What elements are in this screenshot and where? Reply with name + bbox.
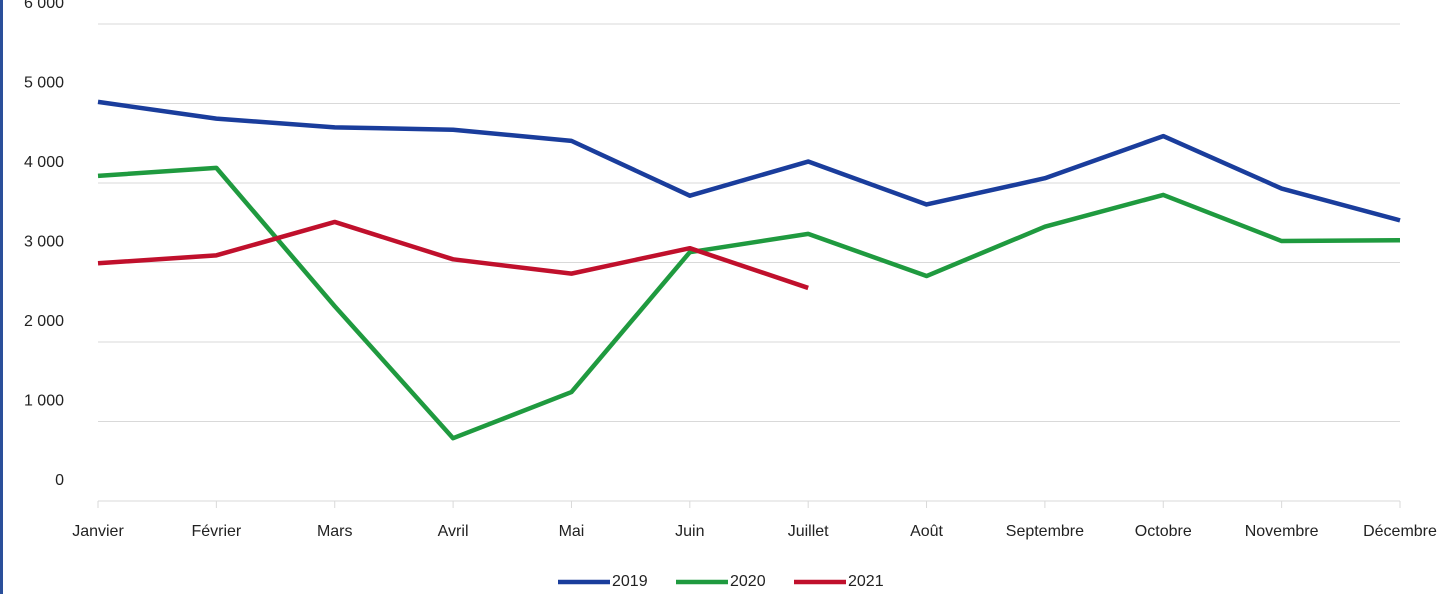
x-tick-label: Janvier — [72, 523, 124, 540]
y-tick-label: 3 000 — [24, 234, 64, 251]
x-tick-label: Novembre — [1245, 523, 1319, 540]
line-series — [97, 219, 809, 291]
y-tick-label: 0 — [55, 472, 64, 489]
legend-label: 2020 — [730, 573, 766, 590]
x-tick-label: Septembre — [1006, 523, 1084, 540]
x-tick-label: Février — [191, 523, 241, 540]
x-tick-label: Avril — [438, 523, 469, 540]
legend-label: 2021 — [848, 573, 884, 590]
y-tick-label: 2 000 — [24, 313, 64, 330]
line-series — [97, 99, 1401, 223]
x-tick-label: Août — [910, 523, 943, 540]
x-tick-label: Mars — [317, 523, 353, 540]
x-tick-label: Juillet — [788, 523, 829, 540]
line-series — [97, 165, 1401, 441]
x-tick-label: Octobre — [1135, 523, 1192, 540]
y-tick-label: 6 000 — [24, 0, 64, 12]
y-tick-label: 5 000 — [24, 75, 64, 92]
y-tick-label: 4 000 — [24, 154, 64, 171]
frame-edge — [0, 0, 3, 594]
x-tick-label: Juin — [675, 523, 704, 540]
x-tick-label: Mai — [559, 523, 585, 540]
x-tick-label: Décembre — [1363, 523, 1437, 540]
y-tick-label: 1 000 — [24, 393, 64, 410]
legend-label: 2019 — [612, 573, 648, 590]
